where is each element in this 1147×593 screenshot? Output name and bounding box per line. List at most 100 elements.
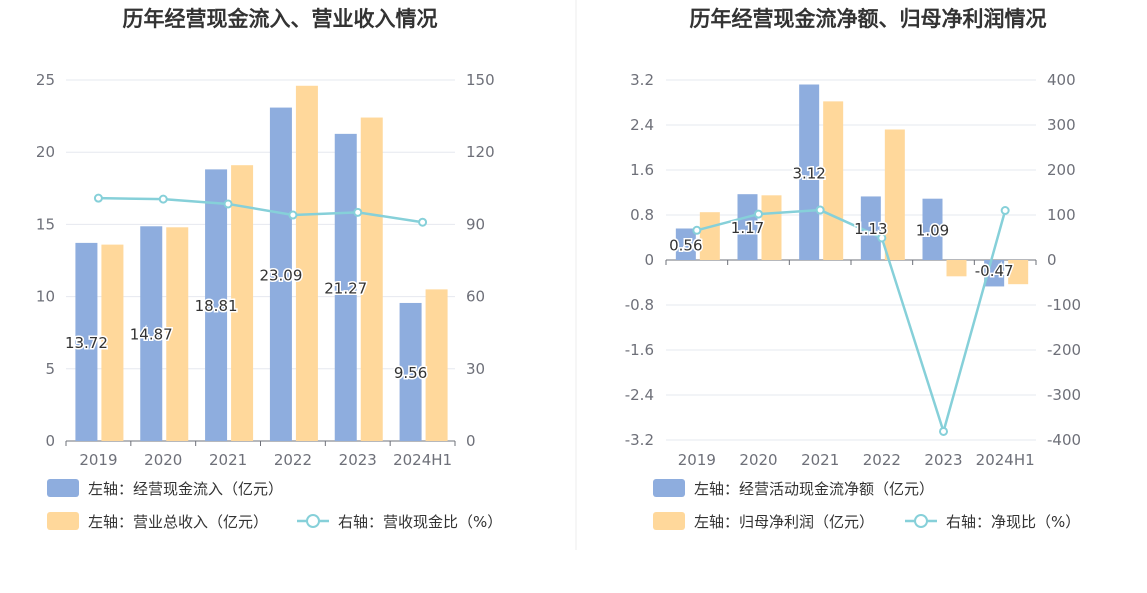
- line-point: [158, 194, 168, 204]
- chart-title: 历年经营现金流净额、归母净利润情况: [690, 7, 1047, 31]
- left-tick-label: 5: [45, 360, 55, 378]
- left-tick-label: 1.6: [630, 161, 654, 179]
- left-tick-label: -3.2: [625, 431, 654, 449]
- bar-cash-inflow: [334, 133, 357, 441]
- line-net-cash-ratio: [696, 208, 1007, 436]
- x-tick-label: 2021: [209, 451, 247, 469]
- left-tick-label: 2.4: [630, 116, 654, 134]
- bar-cash-net: [860, 196, 881, 260]
- line-point: [815, 205, 825, 215]
- data-label: 9.56: [394, 364, 427, 382]
- bar-cash-inflow: [75, 242, 98, 441]
- left-tick-label: 15: [36, 215, 55, 233]
- legend-label: 左轴：经营活动现金流净额（亿元）: [694, 480, 934, 498]
- right-tick-label: -400: [1047, 431, 1081, 449]
- left-tick-label: 10: [36, 288, 55, 306]
- bar-revenue: [166, 227, 189, 441]
- data-label: 1.09: [916, 221, 949, 239]
- bar-revenue: [231, 165, 254, 442]
- right-tick-label: 150: [466, 71, 495, 89]
- chart-1: 历年经营现金流入、营业收入情况 0 0 5 30 10 60 15 90 20 120 25 150 20…: [36, 7, 502, 531]
- right-tick-label: 60: [466, 288, 485, 306]
- bar-cash-net: [922, 198, 943, 260]
- legend-label: 左轴：归母净利润（亿元）: [694, 513, 874, 531]
- bar-cash-net: [675, 228, 696, 260]
- left-tick-label: 20: [36, 143, 55, 161]
- legend-swatch-marker: [914, 514, 928, 528]
- line-point: [939, 426, 948, 436]
- bars: [675, 84, 1029, 287]
- left-tick-label: 0: [644, 251, 654, 269]
- data-label: 0.56: [669, 236, 702, 254]
- line-point: [93, 193, 103, 203]
- legend-label: 左轴：经营现金流入（亿元）: [88, 480, 283, 498]
- bar-revenue: [425, 289, 448, 441]
- x-tick-label: 2019: [678, 451, 716, 469]
- chart-2: 历年经营现金流净额、归母净利润情况 -3.2 -400 -2.4 -300 -1.6 -20…: [625, 7, 1081, 531]
- data-label: 1.17: [731, 219, 764, 237]
- x-tick-label: 2022: [863, 451, 901, 469]
- bar-cash-net: [737, 194, 758, 260]
- bar-cash-inflow: [399, 302, 422, 441]
- legend-swatch-bar: [47, 479, 79, 497]
- right-tick-label: 0: [466, 432, 476, 450]
- right-tick-label: 200: [1047, 161, 1076, 179]
- line-point: [223, 199, 233, 209]
- x-tick-label: 2022: [274, 451, 312, 469]
- legend-swatch-marker: [306, 514, 320, 528]
- left-tick-label: -1.6: [625, 341, 654, 359]
- right-tick-label: 400: [1047, 71, 1076, 89]
- right-tick-label: 300: [1047, 116, 1076, 134]
- line-point: [418, 217, 428, 227]
- bars: [75, 85, 448, 442]
- right-tick-label: -200: [1047, 341, 1081, 359]
- left-tick-label: 25: [36, 71, 55, 89]
- legend-label: 右轴：营收现金比（%）: [338, 513, 502, 531]
- data-label: 23.09: [259, 266, 302, 284]
- left-tick-label: 0: [45, 432, 55, 450]
- line-point: [877, 233, 887, 243]
- right-tick-label: -300: [1047, 386, 1081, 404]
- left-tick-label: -0.8: [625, 296, 654, 314]
- x-tick-label: 2024H1: [393, 451, 452, 469]
- right-tick-label: 0: [1047, 251, 1057, 269]
- line-revenue-cash-ratio: [98, 196, 423, 224]
- bar-net-profit: [884, 129, 905, 260]
- left-tick-label: -2.4: [625, 386, 654, 404]
- data-label: 14.87: [130, 326, 173, 344]
- right-tick-label: 120: [466, 143, 495, 161]
- legend-swatch-bar: [653, 512, 685, 530]
- line-point: [754, 209, 763, 219]
- chart-title: 历年经营现金流入、营业收入情况: [123, 7, 438, 31]
- bar-net-profit: [699, 212, 720, 260]
- legend-label: 右轴：净现比（%）: [946, 513, 1080, 531]
- legend: 左轴：经营现金流入（亿元） 左轴：营业总收入（亿元） 右轴：营收现金比（%）: [47, 479, 502, 531]
- left-tick-label: 0.8: [630, 206, 654, 224]
- bar-net-profit: [946, 260, 967, 277]
- right-tick-label: 100: [1047, 206, 1076, 224]
- legend-swatch-bar: [47, 512, 79, 530]
- bar-cash-inflow: [140, 226, 163, 441]
- bar-cash-inflow: [269, 107, 292, 442]
- bar-revenue: [101, 244, 124, 441]
- x-tick-label: 2021: [801, 451, 839, 469]
- x-tick-label: 2024H1: [976, 451, 1035, 469]
- data-label: 13.72: [65, 334, 108, 352]
- right-tick-label: 90: [466, 215, 485, 233]
- line-point: [692, 225, 702, 235]
- left-tick-label: 3.2: [630, 71, 654, 89]
- data-label: -0.47: [975, 262, 1014, 280]
- bar-net-profit: [823, 101, 844, 260]
- bar-net-profit: [761, 195, 782, 260]
- legend: 左轴：经营活动现金流净额（亿元） 左轴：归母净利润（亿元） 右轴：净现比（%）: [653, 479, 1080, 531]
- line-point: [1000, 206, 1010, 215]
- x-tick-label: 2020: [739, 451, 777, 469]
- right-tick-label: 30: [466, 360, 485, 378]
- x-tick-label: 2020: [144, 451, 182, 469]
- x-tick-label: 2019: [79, 451, 117, 469]
- line-point: [288, 210, 298, 220]
- data-label: 21.27: [324, 279, 367, 297]
- right-tick-label: -100: [1047, 296, 1081, 314]
